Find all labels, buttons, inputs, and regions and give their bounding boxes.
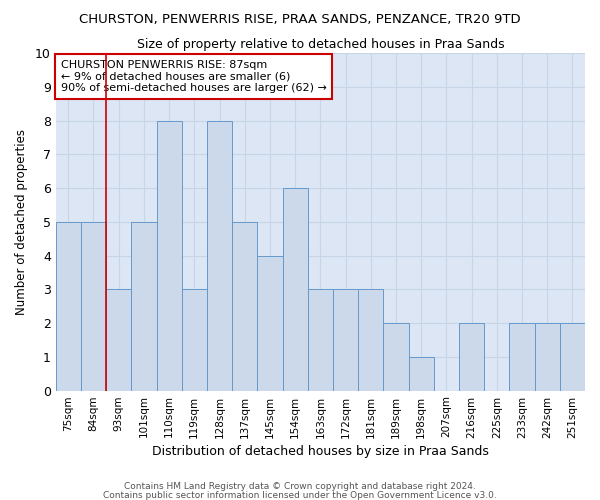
Bar — [182, 290, 207, 390]
Bar — [157, 120, 182, 390]
Bar — [81, 222, 106, 390]
Bar — [257, 256, 283, 390]
Text: CHURSTON PENWERRIS RISE: 87sqm
← 9% of detached houses are smaller (6)
90% of se: CHURSTON PENWERRIS RISE: 87sqm ← 9% of d… — [61, 60, 327, 93]
Bar — [56, 222, 81, 390]
Bar — [509, 323, 535, 390]
Bar — [383, 323, 409, 390]
Bar — [535, 323, 560, 390]
Bar — [207, 120, 232, 390]
Title: Size of property relative to detached houses in Praa Sands: Size of property relative to detached ho… — [137, 38, 504, 51]
Bar — [409, 357, 434, 390]
X-axis label: Distribution of detached houses by size in Praa Sands: Distribution of detached houses by size … — [152, 444, 489, 458]
Bar — [308, 290, 333, 390]
Bar — [283, 188, 308, 390]
Bar — [131, 222, 157, 390]
Bar — [560, 323, 585, 390]
Text: Contains public sector information licensed under the Open Government Licence v3: Contains public sector information licen… — [103, 490, 497, 500]
Bar — [232, 222, 257, 390]
Bar — [333, 290, 358, 390]
Text: Contains HM Land Registry data © Crown copyright and database right 2024.: Contains HM Land Registry data © Crown c… — [124, 482, 476, 491]
Bar — [106, 290, 131, 390]
Bar — [459, 323, 484, 390]
Text: CHURSTON, PENWERRIS RISE, PRAA SANDS, PENZANCE, TR20 9TD: CHURSTON, PENWERRIS RISE, PRAA SANDS, PE… — [79, 12, 521, 26]
Y-axis label: Number of detached properties: Number of detached properties — [15, 129, 28, 315]
Bar — [358, 290, 383, 390]
